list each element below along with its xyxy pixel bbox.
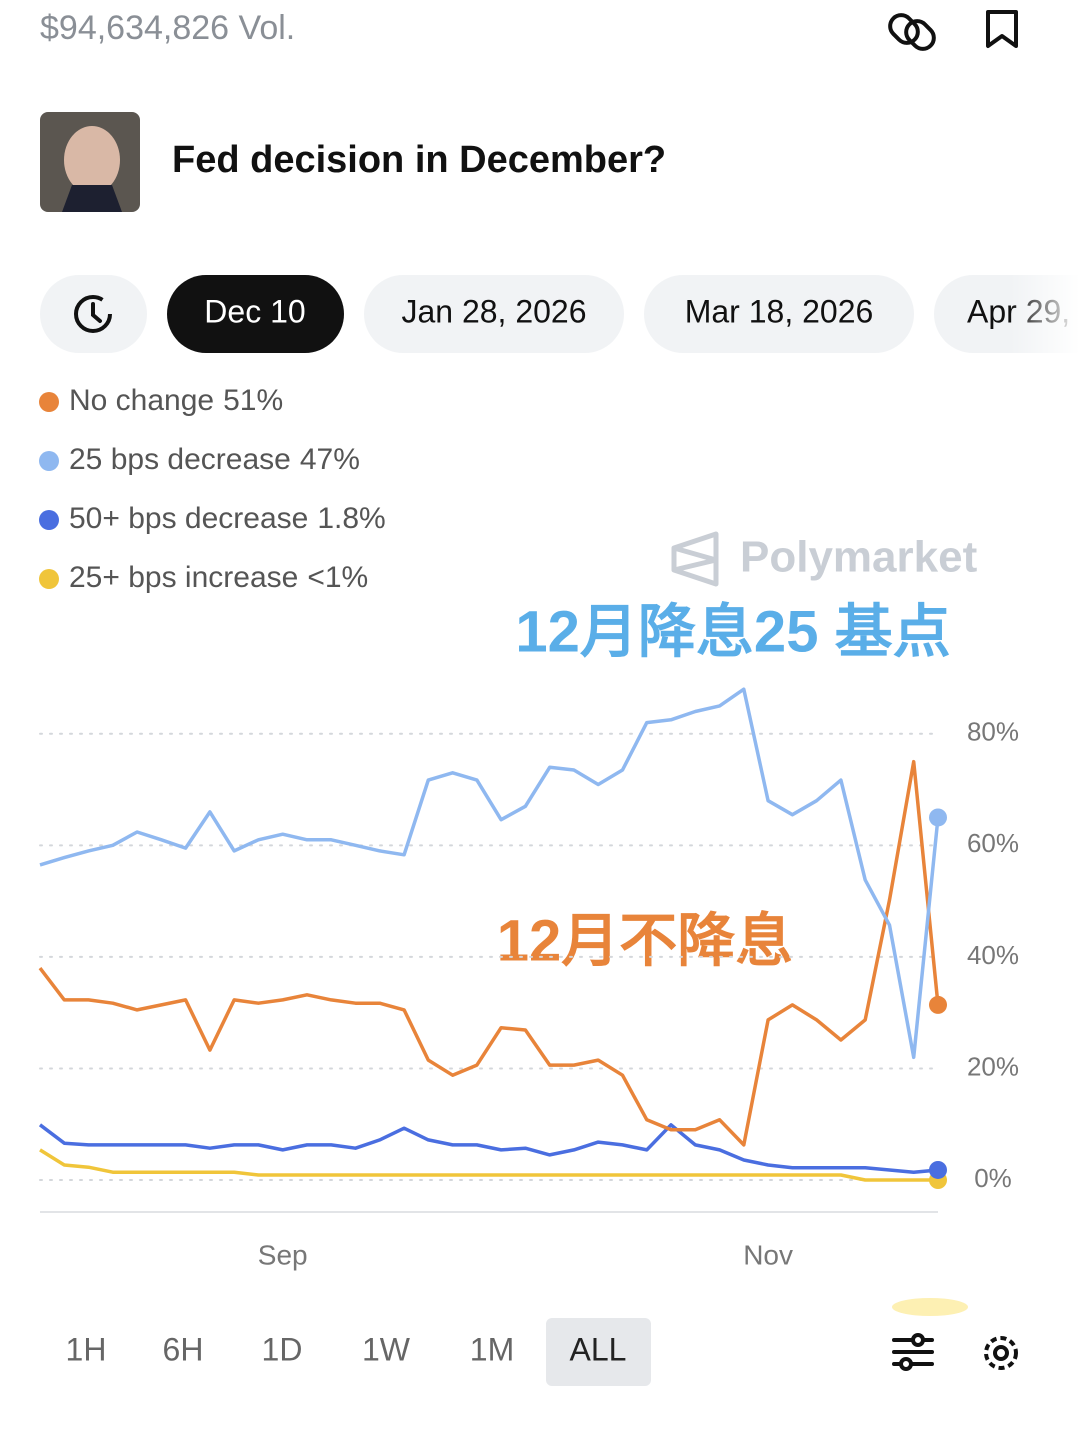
legend-swatch	[39, 510, 59, 530]
tab-bg[interactable]	[364, 275, 624, 353]
link-icon[interactable]	[886, 11, 939, 54]
end-dot	[929, 1160, 947, 1179]
x-tick-label: Sep	[258, 1239, 308, 1270]
watermark-logo	[671, 531, 719, 587]
series-line	[38, 1123, 939, 1174]
range-button[interactable]: 6H	[163, 1331, 204, 1367]
legend-name: No change	[69, 384, 214, 417]
highlight	[892, 1298, 968, 1316]
date-tab[interactable]: Mar 18, 2026	[685, 293, 874, 329]
y-tick-label: 40%	[967, 940, 1019, 970]
y-tick-label: 20%	[967, 1051, 1019, 1081]
filter-icon[interactable]	[892, 1333, 934, 1371]
range-button[interactable]: ALL	[570, 1331, 627, 1367]
legend-entry: No change 51%	[69, 384, 283, 417]
tab-bg[interactable]	[167, 275, 344, 353]
fade	[1010, 270, 1080, 360]
legend-value: 51%	[223, 384, 283, 417]
y-tick-label: 80%	[967, 717, 1019, 747]
end-dot	[929, 995, 947, 1014]
legend-entry: 25+ bps increase <1%	[69, 561, 368, 594]
series-line	[39, 687, 940, 1060]
legend-value: <1%	[307, 561, 368, 594]
legend-value: 47%	[300, 443, 360, 476]
bookmark-icon[interactable]	[986, 10, 1018, 48]
history-button[interactable]	[40, 275, 147, 353]
date-tab[interactable]: Dec 10	[204, 293, 305, 329]
legend-name: 50+ bps decrease	[69, 502, 308, 535]
series-line	[38, 759, 940, 1147]
range-button[interactable]: 1D	[262, 1331, 303, 1367]
legend-name: 25+ bps increase	[69, 561, 298, 594]
legend-name: 25 bps decrease	[69, 443, 291, 476]
legend-value: 1.8%	[317, 502, 385, 535]
legend-swatch	[39, 569, 59, 589]
tab-bg[interactable]	[644, 275, 914, 353]
market-title: Fed decision in December?	[172, 139, 666, 181]
legend-swatch	[39, 392, 59, 412]
range-button[interactable]: 1W	[362, 1331, 411, 1367]
date-tab[interactable]: Jan 28, 2026	[401, 293, 586, 329]
legend-entry: 25 bps decrease 47%	[69, 443, 360, 476]
legend-entry: 50+ bps decrease 1.8%	[69, 502, 386, 535]
end-dot	[929, 808, 947, 827]
range-buttons: 1H 6H 1D 1W 1M ALL	[66, 1331, 627, 1367]
legend-swatch	[39, 451, 59, 471]
plot: 0% 20% 40% 60% 80% Sep Nov	[38, 687, 1019, 1270]
range-button[interactable]: 1H	[66, 1331, 107, 1367]
range-button[interactable]: 1M	[470, 1331, 514, 1367]
annotation: 12月不降息	[497, 908, 794, 973]
y-tick-label: 0%	[974, 1163, 1012, 1193]
settings-icon[interactable]	[984, 1336, 1018, 1370]
avatar	[40, 112, 140, 212]
volume: $94,634,826 Vol.	[40, 9, 295, 47]
y-tick-label: 60%	[967, 828, 1019, 858]
annotation: 12月降息25 基点	[515, 599, 950, 664]
x-tick-label: Nov	[743, 1239, 793, 1270]
watermark: Polymarket	[740, 533, 978, 582]
selected-range-bg[interactable]	[546, 1318, 651, 1386]
series-line	[39, 1148, 938, 1182]
